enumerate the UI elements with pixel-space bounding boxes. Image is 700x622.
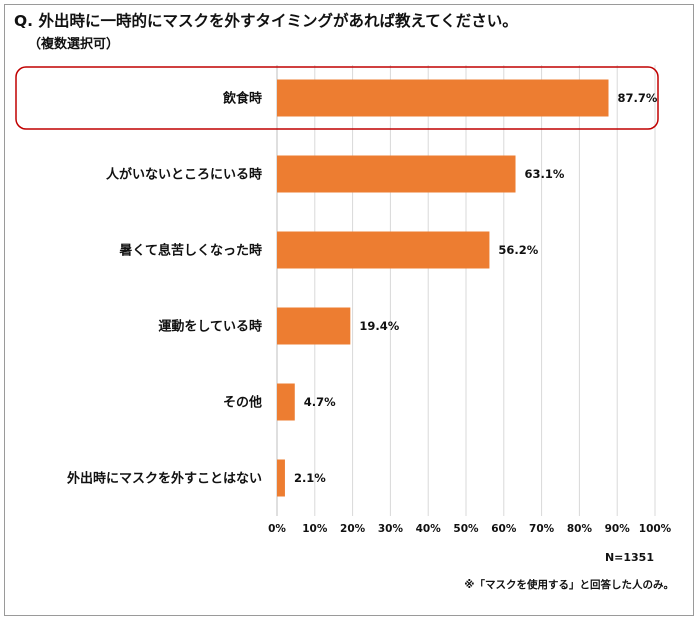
x-tick-label: 70% (529, 523, 555, 535)
category-label: 外出時にマスクを外すことはない (66, 471, 262, 487)
x-tick-label: 100% (639, 523, 672, 535)
data-label: 56.2% (498, 243, 538, 257)
data-label: 19.4% (359, 319, 399, 333)
x-tick-label: 30% (378, 523, 404, 535)
x-tick-label: 50% (453, 523, 479, 535)
x-tick-label: 80% (567, 523, 593, 535)
category-label: 運動をしている時 (158, 319, 262, 335)
bar (277, 231, 490, 269)
category-label: 暑くて息苦しくなった時 (118, 243, 262, 259)
chart-frame (4, 4, 694, 616)
data-label: 87.7% (618, 91, 658, 105)
question-title: Q. 外出時に一時的にマスクを外すタイミングがあれば教えてください。 (14, 12, 518, 30)
bar (277, 459, 285, 497)
data-label: 63.1% (525, 167, 565, 181)
footnote: ※「マスクを使用する」と回答した人のみ。 (464, 579, 674, 591)
bar (277, 155, 516, 193)
x-tick-label: 0% (268, 523, 286, 535)
data-label: 2.1% (294, 471, 326, 485)
highlight-box (15, 66, 659, 130)
x-tick-label: 40% (416, 523, 442, 535)
data-label: 4.7% (304, 395, 336, 409)
bar (277, 307, 351, 345)
x-tick-label: 90% (605, 523, 631, 535)
category-label: 飲食時 (222, 91, 262, 107)
x-tick-label: 20% (340, 523, 366, 535)
x-tick-label: 60% (491, 523, 517, 535)
sample-size-note: N=1351 (604, 551, 654, 564)
bar (277, 79, 609, 117)
bar (277, 383, 295, 421)
category-label: その他 (223, 395, 262, 411)
category-label: 人がいないところにいる時 (106, 167, 262, 183)
question-subtitle: （複数選択可） (28, 37, 120, 52)
x-tick-label: 10% (302, 523, 328, 535)
